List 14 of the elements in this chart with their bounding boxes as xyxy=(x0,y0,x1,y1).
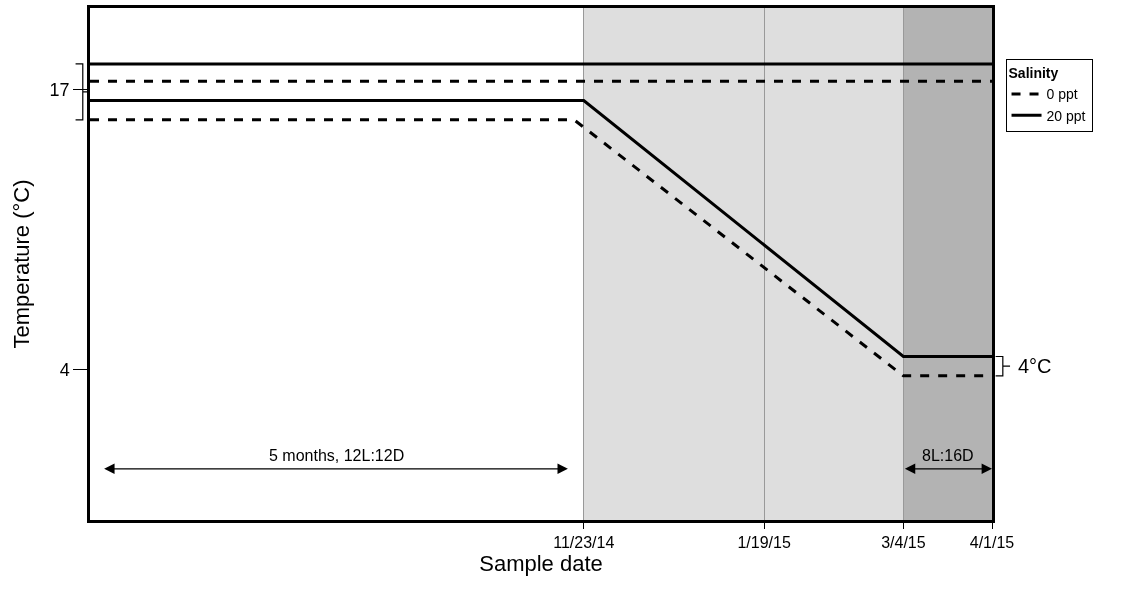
x-axis-title: Sample date xyxy=(479,550,603,576)
legend-label: 20 ppt xyxy=(1046,107,1086,124)
x-tick-label: 3/4/15 xyxy=(881,533,926,551)
band-label: 8L:16D xyxy=(922,447,974,464)
legend-title: Salinity xyxy=(1008,65,1059,82)
legend-label: 0 ppt xyxy=(1046,86,1078,103)
x-tick-label: 1/19/15 xyxy=(737,533,791,551)
y-axis-title: Temperature (°C) xyxy=(9,179,35,349)
x-tick-label: 4/1/15 xyxy=(969,533,1015,551)
y-tick-label: 4 xyxy=(59,359,70,380)
annotation: 4°C xyxy=(1018,355,1052,377)
x-tick-label: 11/23/14 xyxy=(553,533,615,551)
y-tick-label: 17 xyxy=(49,80,70,101)
annotation: 5 months, 12L:12D xyxy=(269,447,405,464)
